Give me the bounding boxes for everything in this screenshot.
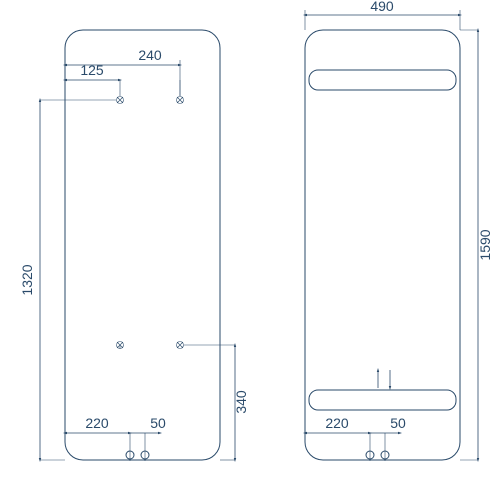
valve-marker [177, 342, 184, 349]
dim-label: 240 [138, 47, 162, 63]
dim-1590: 1590 [460, 30, 493, 460]
dim-label: 220 [325, 415, 349, 431]
dim-label: 50 [150, 415, 166, 431]
dim-220: 220 [65, 415, 130, 433]
dim-label: 125 [80, 62, 104, 78]
right-view: 490 1590 220 50 [305, 0, 493, 461]
flow-arrows [378, 370, 390, 388]
top-band [309, 70, 456, 90]
bottom-band [309, 390, 456, 410]
dim-1320: 1320 [19, 100, 116, 460]
dim-490: 490 [305, 0, 460, 30]
valve-marker [177, 97, 184, 104]
dim-label: 1590 [477, 229, 493, 260]
dim-50: 50 [130, 415, 166, 433]
left-view: 1320 125 240 340 220 [19, 30, 249, 461]
dim-label: 340 [233, 390, 249, 414]
right-outline [305, 30, 460, 460]
dim-label: 1320 [19, 264, 35, 295]
dim-50-right: 50 [370, 415, 406, 433]
valve-marker [117, 97, 124, 104]
dim-label: 220 [85, 415, 109, 431]
left-outline [65, 30, 220, 460]
dim-label: 490 [370, 0, 394, 14]
dim-220-right: 220 [305, 415, 370, 433]
dim-125: 125 [65, 62, 120, 85]
dim-340: 340 [184, 345, 249, 460]
dim-label: 50 [390, 415, 406, 431]
